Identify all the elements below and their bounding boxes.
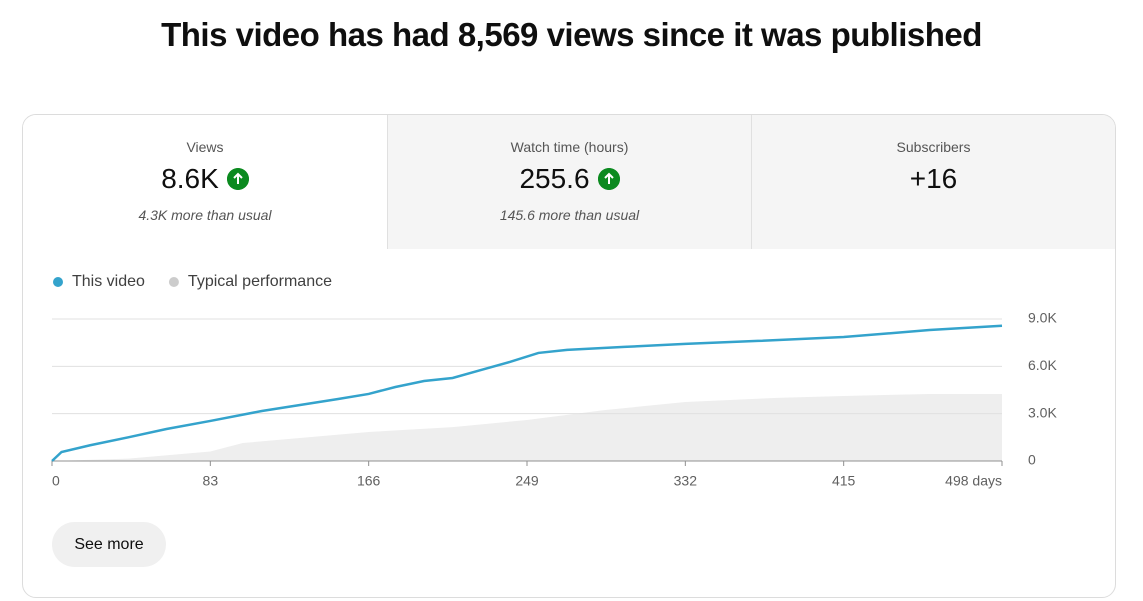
metric-value: 255.6: [519, 163, 590, 194]
legend-label: This video: [72, 273, 145, 290]
y-tick-label: 9.0K: [1028, 310, 1057, 326]
metric-note: 4.3K more than usual: [138, 207, 272, 223]
y-tick-label: 6.0K: [1028, 357, 1057, 373]
metric-tab[interactable]: Subscribers +16: [751, 115, 1115, 249]
x-tick-label: 332: [674, 473, 698, 489]
up-icon: [597, 168, 620, 190]
metric-note: 145.6 more than usual: [499, 207, 640, 223]
y-tick-label: 3.0K: [1028, 404, 1057, 420]
see-more-button[interactable]: See more: [52, 522, 166, 567]
legend-dot: [168, 277, 179, 287]
metric-value: +16: [909, 163, 958, 194]
metric-value: 8.6K: [161, 163, 219, 194]
metric-tab[interactable]: Views 8.6K 4.3K more than usual: [23, 115, 387, 249]
video-line: [51, 324, 1003, 462]
metric-label: Views: [186, 139, 224, 155]
legend-dot: [53, 277, 63, 287]
metric-tab[interactable]: Watch time (hours) 255.6 145.6 more than…: [387, 115, 751, 249]
metric-label: Subscribers: [896, 139, 971, 155]
page-title: This video has had 8,569 views since it …: [161, 16, 982, 53]
x-tick-label: 498 days: [945, 473, 1002, 489]
y-tick-label: 0: [1028, 452, 1036, 468]
x-tick-label: 0: [52, 473, 60, 489]
x-tick-label: 83: [203, 473, 219, 489]
summary-card: Views 8.6K 4.3K more than usual Watch ti…: [22, 114, 1116, 598]
metric-label: Watch time (hours): [510, 139, 629, 155]
x-tick-label: 166: [357, 473, 381, 489]
x-tick-label: 249: [515, 473, 539, 489]
x-tick-label: 415: [832, 473, 856, 489]
legend-label: Typical performance: [188, 273, 332, 290]
typical-area: [52, 393, 1002, 461]
up-icon: [226, 168, 249, 190]
